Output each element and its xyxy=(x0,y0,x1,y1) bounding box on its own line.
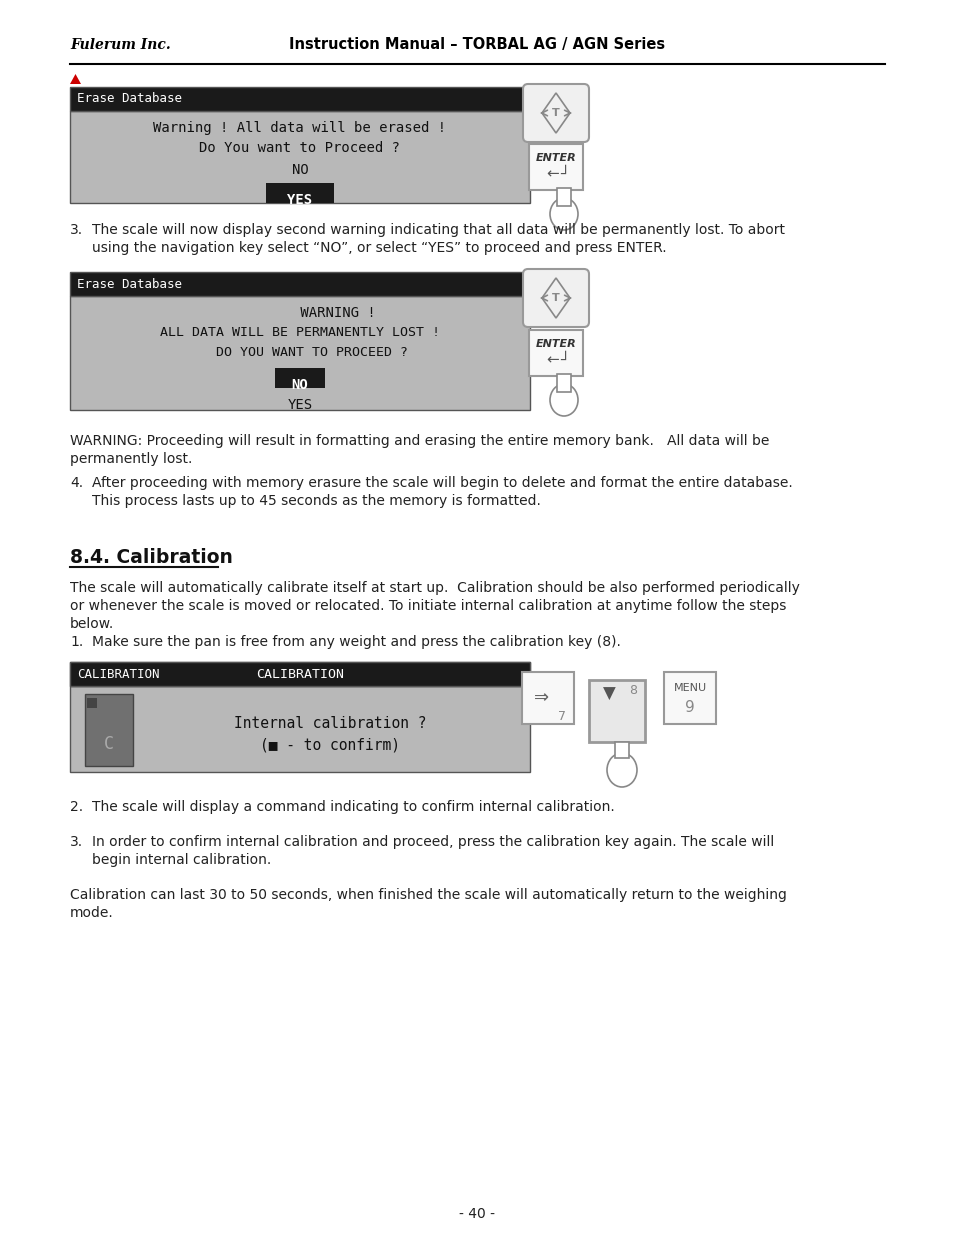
Text: begin internal calibration.: begin internal calibration. xyxy=(91,853,271,867)
Text: 9: 9 xyxy=(684,700,694,715)
Text: The scale will automatically calibrate itself at start up.  Calibration should b: The scale will automatically calibrate i… xyxy=(70,580,799,595)
Text: Erase Database: Erase Database xyxy=(77,278,182,290)
Polygon shape xyxy=(70,74,81,84)
Ellipse shape xyxy=(550,198,578,230)
Text: Warning ! All data will be erased !: Warning ! All data will be erased ! xyxy=(153,121,446,135)
Text: Make sure the pan is free from any weight and press the calibration key (8).: Make sure the pan is free from any weigh… xyxy=(91,635,620,650)
Text: This process lasts up to 45 seconds as the memory is formatted.: This process lasts up to 45 seconds as t… xyxy=(91,494,540,508)
Bar xyxy=(70,272,530,296)
Text: NO: NO xyxy=(292,163,308,177)
Text: ALL DATA WILL BE PERMANENTLY LOST !: ALL DATA WILL BE PERMANENTLY LOST ! xyxy=(160,326,439,338)
Text: Instruction Manual – TORBAL AG / AGN Series: Instruction Manual – TORBAL AG / AGN Ser… xyxy=(289,37,664,52)
Text: ←: ← xyxy=(546,352,558,368)
Bar xyxy=(663,672,716,724)
Text: In order to confirm internal calibration and proceed, press the calibration key : In order to confirm internal calibration… xyxy=(91,835,774,848)
Text: - 40 -: - 40 - xyxy=(458,1207,495,1221)
Bar xyxy=(85,694,132,766)
FancyBboxPatch shape xyxy=(522,269,588,327)
Bar xyxy=(70,296,530,410)
Text: T: T xyxy=(552,293,559,303)
Bar xyxy=(557,188,571,206)
Text: using the navigation key select “NO”, or select “YES” to proceed and press ENTER: using the navigation key select “NO”, or… xyxy=(91,241,666,254)
Text: NO: NO xyxy=(292,378,308,391)
Ellipse shape xyxy=(606,753,637,787)
Text: Calibration can last 30 to 50 seconds, when finished the scale will automaticall: Calibration can last 30 to 50 seconds, w… xyxy=(70,888,786,902)
Text: YES: YES xyxy=(287,193,313,207)
Text: ┘: ┘ xyxy=(559,167,569,182)
Text: below.: below. xyxy=(70,618,114,631)
Ellipse shape xyxy=(550,384,578,416)
Text: 1.: 1. xyxy=(70,635,83,650)
Text: Fulerum Inc.: Fulerum Inc. xyxy=(70,38,171,52)
Bar xyxy=(274,368,325,388)
Bar xyxy=(588,680,644,742)
Text: MENU: MENU xyxy=(673,683,706,693)
Text: 8: 8 xyxy=(628,683,637,697)
Text: or whenever the scale is moved or relocated. To initiate internal calibration at: or whenever the scale is moved or reloca… xyxy=(70,599,785,613)
Text: Do You want to Proceed ?: Do You want to Proceed ? xyxy=(199,141,400,156)
Bar xyxy=(529,330,582,375)
Text: ┘: ┘ xyxy=(559,352,569,368)
Text: 8.4. Calibration: 8.4. Calibration xyxy=(70,548,233,567)
Text: C: C xyxy=(104,735,113,753)
Bar xyxy=(557,374,571,391)
Text: Erase Database: Erase Database xyxy=(77,93,182,105)
Text: 3.: 3. xyxy=(70,224,83,237)
Text: (■ - to confirm): (■ - to confirm) xyxy=(260,739,399,753)
FancyBboxPatch shape xyxy=(522,84,588,142)
Text: WARNING: Proceeding will result in formatting and erasing the entire memory bank: WARNING: Proceeding will result in forma… xyxy=(70,433,768,448)
Bar xyxy=(70,662,530,685)
Text: ▼: ▼ xyxy=(602,685,615,703)
Text: T: T xyxy=(552,107,559,119)
Bar xyxy=(70,86,530,111)
Text: mode.: mode. xyxy=(70,906,113,920)
Text: 3.: 3. xyxy=(70,835,83,848)
Text: ENTER: ENTER xyxy=(535,338,576,350)
Text: ⇒: ⇒ xyxy=(534,689,549,706)
Text: ←: ← xyxy=(546,167,558,182)
Bar xyxy=(521,672,574,724)
Text: The scale will now display second warning indicating that all data will be perma: The scale will now display second warnin… xyxy=(91,224,784,237)
Text: permanently lost.: permanently lost. xyxy=(70,452,193,466)
Text: CALIBRATION: CALIBRATION xyxy=(77,667,159,680)
Bar xyxy=(615,742,628,758)
Text: Internal calibration ?: Internal calibration ? xyxy=(233,716,426,731)
Bar xyxy=(70,685,530,772)
Text: 7: 7 xyxy=(558,709,565,722)
Bar xyxy=(70,111,530,203)
Text: CALIBRATION: CALIBRATION xyxy=(255,667,344,680)
Text: ENTER: ENTER xyxy=(535,153,576,163)
Bar xyxy=(529,144,582,190)
Bar xyxy=(87,698,97,708)
Text: YES: YES xyxy=(287,398,313,412)
Text: The scale will display a command indicating to confirm internal calibration.: The scale will display a command indicat… xyxy=(91,800,614,814)
Bar xyxy=(266,183,334,203)
Text: DO YOU WANT TO PROCEED ?: DO YOU WANT TO PROCEED ? xyxy=(192,346,408,359)
Bar xyxy=(70,662,530,685)
Text: WARNING !: WARNING ! xyxy=(224,306,375,320)
Text: After proceeding with memory erasure the scale will begin to delete and format t: After proceeding with memory erasure the… xyxy=(91,475,792,490)
Text: 4.: 4. xyxy=(70,475,83,490)
Text: 2.: 2. xyxy=(70,800,83,814)
